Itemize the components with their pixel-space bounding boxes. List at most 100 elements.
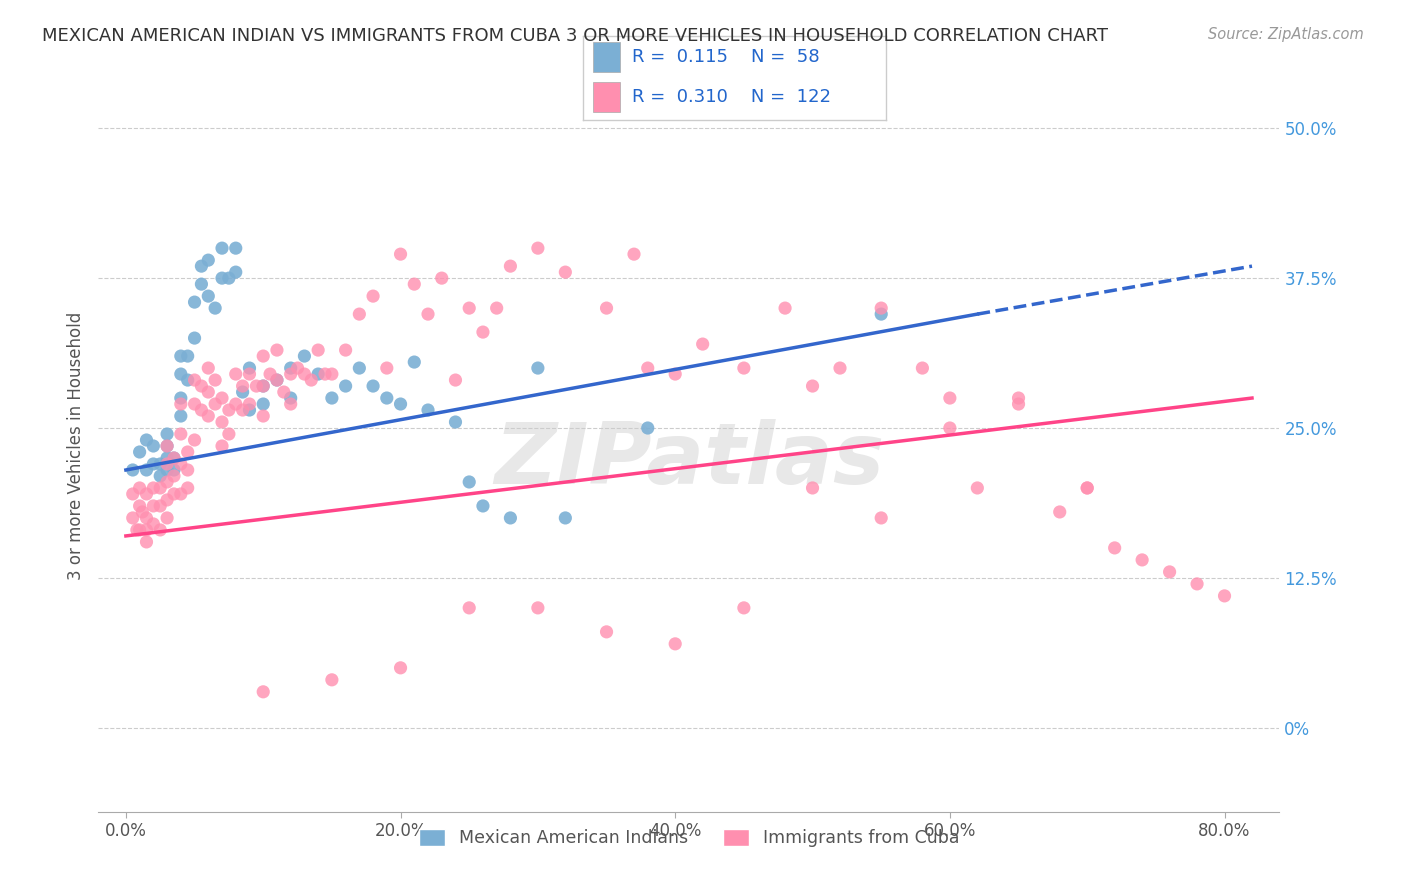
Point [163,450,186,465]
Point [135,523,157,537]
Point [252,397,274,411]
Point [211,415,233,429]
Point [190,379,212,393]
Point [773,301,796,315]
Point [939,421,962,435]
Point [252,409,274,423]
Point [197,289,219,303]
Point [156,457,179,471]
Point [664,637,686,651]
Point [121,487,143,501]
Point [1104,541,1126,555]
Point [197,253,219,268]
Point [204,373,226,387]
Point [170,349,193,363]
Point [142,439,165,453]
Point [176,445,198,459]
Point [733,361,755,376]
Point [280,391,302,405]
Point [485,301,508,315]
Bar [592,43,620,72]
Point [554,511,576,525]
Point [733,600,755,615]
Point [156,450,179,465]
Point [183,331,205,345]
Y-axis label: 3 or more Vehicles in Household: 3 or more Vehicles in Household [66,312,84,580]
Point [692,337,714,351]
Point [218,271,240,285]
Point [1185,577,1208,591]
Point [128,445,150,459]
Point [828,361,851,376]
Point [149,457,172,471]
Point [225,397,247,411]
Point [225,265,247,279]
Point [444,415,467,429]
Point [128,499,150,513]
Point [176,373,198,387]
Point [170,427,193,442]
Point [273,385,295,400]
Point [121,511,143,525]
Point [554,265,576,279]
Point [321,367,343,381]
Point [939,391,962,405]
Point [142,457,165,471]
Point [1049,505,1071,519]
Point [416,403,439,417]
Point [135,433,157,447]
Point [190,403,212,417]
Point [190,259,212,273]
Point [637,361,659,376]
Point [801,379,824,393]
Point [197,385,219,400]
Point [156,439,179,453]
Point [183,397,205,411]
Point [135,487,157,501]
Point [280,367,302,381]
Point [349,361,371,376]
Point [458,600,481,615]
Point [183,373,205,387]
Point [430,271,453,285]
Point [238,361,260,376]
Point [163,487,186,501]
Point [211,241,233,255]
Point [801,481,824,495]
Point [232,403,254,417]
Point [389,661,412,675]
Point [664,367,686,381]
Point [416,307,439,321]
Point [142,516,165,531]
Point [163,450,186,465]
Point [266,373,288,387]
Point [404,355,426,369]
Point [176,463,198,477]
Point [156,475,179,489]
Point [307,343,329,357]
Point [128,523,150,537]
Point [252,379,274,393]
Point [299,373,322,387]
Point [156,427,179,442]
Point [197,409,219,423]
Point [870,511,893,525]
Point [294,367,316,381]
Point [444,373,467,387]
Legend: Mexican American Indians, Immigrants from Cuba: Mexican American Indians, Immigrants fro… [412,822,966,855]
Point [335,379,357,393]
Point [232,385,254,400]
Point [183,433,205,447]
Point [176,481,198,495]
Point [870,301,893,315]
Point [128,481,150,495]
Point [266,343,288,357]
Point [170,409,193,423]
Point [499,259,522,273]
Point [252,685,274,699]
Point [1076,481,1098,495]
Point [142,499,165,513]
Point [294,349,316,363]
Point [404,277,426,292]
Point [149,469,172,483]
